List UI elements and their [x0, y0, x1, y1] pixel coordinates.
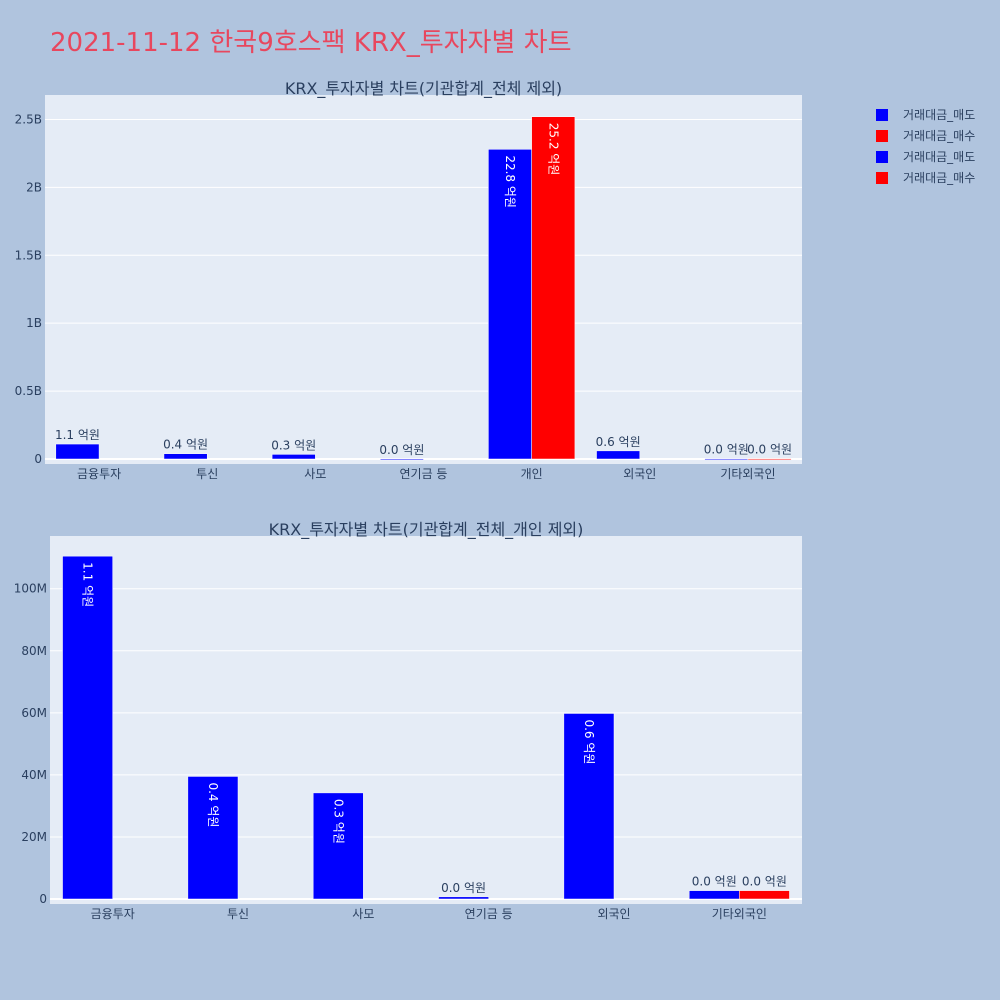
- y-tick-label: 60M: [21, 706, 47, 720]
- bar-value-label: 0.0 억원: [441, 881, 486, 895]
- subplot-2: 0 20M 40M 60M 80M 100M KRX_투자자별 차트(기관합계_전체_개인 …: [14, 520, 802, 921]
- y-tick-label: 40M: [21, 768, 47, 782]
- bar-sell: [271, 454, 316, 460]
- bar-sell: [55, 443, 100, 460]
- y-tick-label: 0.5B: [15, 384, 42, 398]
- x-tick-label: 연기금 등: [465, 907, 513, 921]
- legend-label: 거래대금_매도: [903, 108, 975, 122]
- bar-sell: [688, 890, 740, 900]
- bar-sell: [312, 792, 364, 900]
- bar-sell: [187, 776, 239, 900]
- x-tick-label: 금융투자: [77, 467, 121, 481]
- bar-value-label: 0.0 억원: [747, 443, 792, 457]
- legend-swatch: [876, 151, 888, 163]
- bar-sell: [163, 453, 208, 460]
- bar-sell: [704, 458, 749, 460]
- bar-value-label: 0.0 억원: [692, 875, 737, 889]
- bar-value-label: 22.8 억원: [503, 155, 517, 208]
- y-tick-label: 1B: [26, 316, 42, 330]
- bar-sell: [596, 450, 641, 460]
- legend-label: 거래대금_매도: [903, 150, 975, 164]
- bar-buy: [747, 458, 792, 460]
- bar-sell: [438, 896, 489, 900]
- x-tick-label: 연기금 등: [400, 467, 448, 481]
- bar-value-label: 0.4 억원: [206, 782, 220, 827]
- page-title: 2021-11-12 한국9호스팩 KRX_투자자별 차트: [50, 28, 572, 58]
- x-tick-label: 금융투자: [91, 907, 135, 921]
- bar-value-label: 0.0 억원: [379, 443, 424, 457]
- legend-label: 거래대금_매수: [903, 171, 975, 185]
- y-tick-label: 0: [39, 892, 47, 906]
- x-tick-label: 기타외국인: [720, 467, 775, 481]
- bar-value-label: 1.1 억원: [81, 562, 95, 607]
- bar-value-label: 0.3 억원: [271, 438, 316, 452]
- x-tick-label: 기타외국인: [712, 907, 767, 921]
- bar-value-label: 0.3 억원: [331, 799, 345, 844]
- bar-sell: [563, 713, 615, 900]
- plot-area: [45, 95, 802, 464]
- bar-value-label: 0.0 억원: [704, 443, 749, 457]
- subplot-1: 0 0.5B 1B 1.5B 2B 2.5B KRX_투자자별 차트(기관합계_전체 제외)…: [15, 79, 802, 481]
- bar-value-label: 0.6 억원: [582, 719, 596, 764]
- bar-value-label: 25.2 억원: [546, 123, 560, 176]
- legend-label: 거래대금_매수: [903, 129, 975, 143]
- x-tick-label: 개인: [521, 467, 543, 481]
- bar-buy: [531, 116, 576, 460]
- y-tick-label: 0: [34, 452, 42, 466]
- bar-value-label: 0.6 억원: [596, 435, 641, 449]
- y-tick-label: 100M: [14, 582, 47, 596]
- x-tick-label: 외국인: [597, 907, 630, 921]
- y-tick-label: 2.5B: [15, 112, 42, 126]
- x-tick-label: 투신: [227, 907, 249, 921]
- subplot-title: KRX_투자자별 차트(기관합계_전체_개인 제외): [269, 520, 584, 540]
- bar-value-label: 0.4 억원: [163, 438, 208, 452]
- y-tick-label: 80M: [21, 644, 47, 658]
- legend-swatch: [876, 130, 888, 142]
- x-tick-label: 사모: [352, 907, 374, 921]
- legend-swatch: [876, 172, 888, 184]
- y-tick-label: 1.5B: [15, 248, 42, 262]
- bar-sell: [379, 458, 424, 461]
- bar-value-label: 0.0 억원: [742, 875, 787, 889]
- y-tick-label: 2B: [26, 180, 42, 194]
- bar-sell: [62, 555, 113, 900]
- bar-buy: [739, 890, 790, 900]
- bar-value-label: 1.1 억원: [55, 428, 100, 442]
- x-tick-label: 사모: [304, 467, 326, 481]
- legend-swatch: [876, 109, 888, 121]
- y-tick-label: 20M: [21, 830, 47, 844]
- subplot-title: KRX_투자자별 차트(기관합계_전체 제외): [285, 79, 562, 99]
- x-tick-label: 외국인: [623, 467, 656, 481]
- x-tick-label: 투신: [196, 467, 218, 481]
- plot-area: [50, 536, 802, 904]
